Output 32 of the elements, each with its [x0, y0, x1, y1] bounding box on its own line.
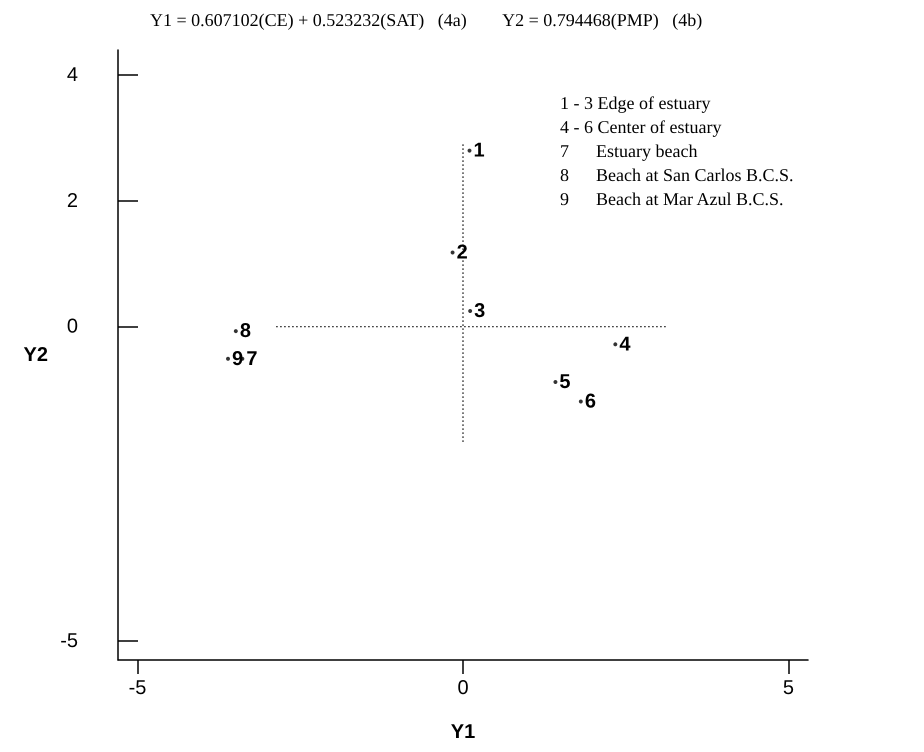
y-tick-label: 0	[66, 316, 78, 338]
point	[234, 329, 238, 334]
point	[226, 356, 230, 361]
point	[450, 250, 455, 254]
annotation: 8 Beach at San Carlos B.C.S.	[560, 165, 794, 185]
x-axis-title: Y1	[450, 721, 476, 743]
annotation: 1	[474, 140, 485, 162]
y-tick-label: 2	[66, 190, 78, 212]
annotation: 2	[456, 241, 468, 264]
point	[553, 380, 558, 384]
point	[468, 148, 472, 153]
annotation: 3	[474, 300, 486, 322]
annotation: 8	[240, 320, 251, 342]
annotation: 9 Beach at Mar Azul B.C.S.	[560, 189, 784, 209]
point	[468, 308, 472, 313]
y-tick-label: 4	[66, 64, 78, 86]
y-axis-title: Y2	[24, 344, 48, 366]
y-tick-label: -5	[60, 630, 78, 652]
annotation: 7	[246, 348, 258, 370]
annotation: 9	[232, 348, 244, 370]
annotation: 7 Estuary beach	[560, 141, 698, 161]
x-tick-label: 0	[457, 677, 469, 699]
annotation: 4	[619, 333, 632, 356]
point	[613, 342, 618, 346]
annotation: 6	[584, 390, 596, 413]
x-tick-label: 5	[782, 677, 794, 699]
annotation: 1 - 3 Edge of estuary	[560, 93, 710, 113]
annotation: 4 - 6 Center of estuary	[560, 117, 722, 137]
annotation: 5	[559, 371, 571, 394]
point	[578, 400, 583, 404]
chart-title: Y1 = 0.607102(CE) + 0.523232(SAT) (4a) Y2 = 0.794468(PMP) (4b)	[150, 10, 702, 30]
x-tick-label: -5	[128, 677, 146, 699]
